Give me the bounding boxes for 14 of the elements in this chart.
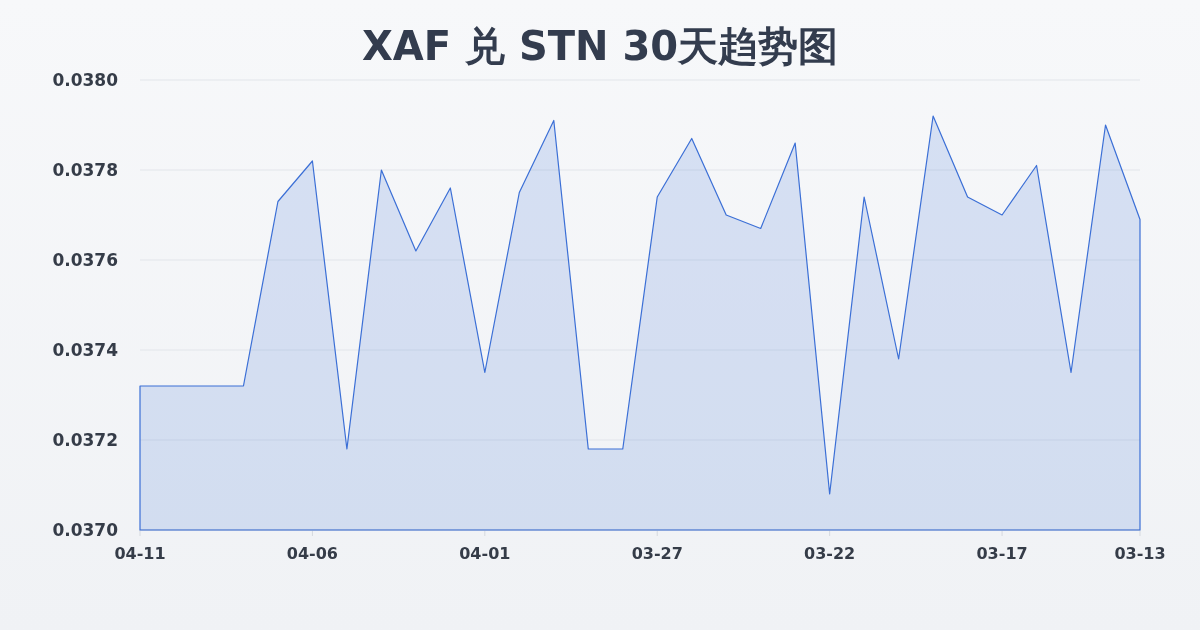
y-tick-label: 0.0378 (52, 159, 118, 180)
x-tick-label: 04-06 (286, 544, 338, 563)
x-tick-label: 04-11 (114, 544, 166, 563)
y-tick-label: 0.0372 (52, 429, 118, 450)
y-tick-label: 0.0376 (52, 249, 118, 270)
x-tick-label: 03-27 (631, 544, 683, 563)
x-tick-label: 03-22 (804, 544, 856, 563)
x-tick-label: 03-13 (1114, 544, 1166, 563)
y-tick-label: 0.0374 (52, 339, 119, 360)
chart-title: XAF 兑 STN 30天趋势图 (361, 23, 839, 69)
y-tick-label: 0.0370 (52, 519, 119, 540)
x-tick-label: 04-01 (459, 544, 511, 563)
x-tick-label: 03-17 (976, 544, 1028, 563)
y-tick-label: 0.0380 (52, 69, 119, 90)
